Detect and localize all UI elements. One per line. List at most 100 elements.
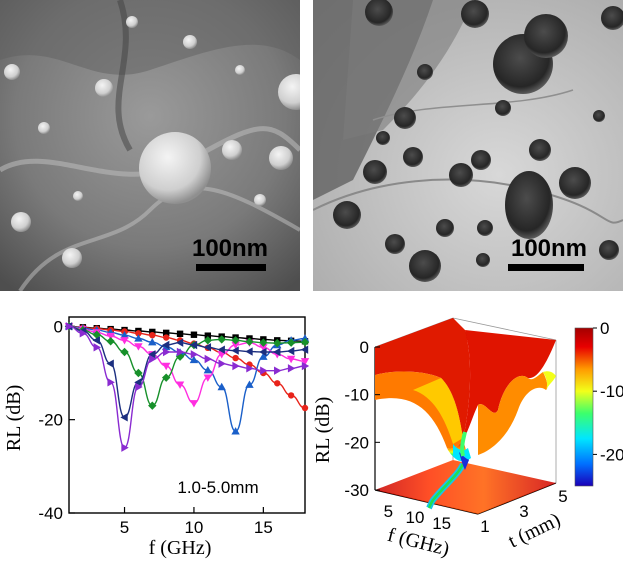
t-axis-label: t (mm): [505, 509, 564, 553]
data-point: [287, 392, 295, 399]
data-point: [120, 331, 129, 339]
f-tick-label: 5: [384, 502, 393, 521]
y-tick-label: 0: [54, 317, 63, 336]
data-point: [274, 366, 282, 375]
data-point: [79, 329, 88, 338]
t-tick-label: 3: [519, 502, 528, 521]
colorbar-tick-label: 0: [600, 319, 609, 338]
colorbar-tick-label: -20: [600, 445, 623, 464]
data-point: [273, 347, 281, 357]
data-point: [189, 340, 198, 350]
data-point: [259, 344, 268, 352]
rl-frequency-svg: 5 10 15 0 -20 -40 RL (dB) f (GHz) 1.0-5.0mm: [3, 316, 310, 559]
data-point: [106, 332, 115, 341]
data-point: [245, 337, 254, 346]
data-point: [203, 366, 213, 374]
data-point: [135, 330, 142, 337]
data-point: [161, 373, 171, 382]
data-point: [260, 366, 268, 375]
t-tick-label: 5: [558, 487, 567, 506]
data-point: [203, 343, 212, 352]
data-point: [273, 338, 282, 348]
data-point: [148, 350, 156, 359]
f-tick-label: 10: [406, 508, 425, 527]
rl-surface-svg: 0-10-20-30 RL (dB) 5 10 15 f (GHz) 135 t (…: [312, 317, 623, 560]
y-tick-label: -40: [38, 504, 63, 523]
data-point: [121, 443, 129, 452]
z-axis-ticks: 0 -10 -20 -30: [344, 338, 380, 500]
axis-ticks: 5 10 15 0 -20 -40: [38, 317, 272, 537]
data-point: [274, 380, 281, 387]
tem-image: 100nm: [312, 0, 623, 291]
data-point: [148, 338, 157, 346]
data-point: [259, 338, 268, 347]
tem-nanoparticles: [333, 0, 623, 282]
contour-floor: [375, 460, 556, 514]
data-point: [301, 404, 309, 412]
data-point: [231, 346, 239, 355]
data-point: [106, 337, 115, 346]
sem-micrograph: 100nm: [0, 0, 314, 293]
t-tick-label: 1: [480, 517, 489, 536]
data-point: [135, 382, 143, 392]
data-point: [92, 330, 101, 339]
data-point: [286, 346, 295, 356]
sem-image: 100nm: [0, 0, 314, 293]
data-point: [190, 331, 198, 338]
t-axis-ticks: 1 3 5: [480, 487, 567, 536]
data-point: [175, 381, 185, 389]
data-point: [287, 364, 296, 373]
sem-scale-bar: [196, 264, 266, 271]
data-point: [217, 345, 225, 354]
data-point: [162, 347, 171, 357]
data-point: [245, 347, 253, 356]
thickness-annotation: 1.0-5.0mm: [177, 478, 258, 497]
data-point: [120, 347, 129, 357]
y-tick-label: -20: [38, 411, 63, 430]
tem-scale-label: 100nm: [511, 235, 587, 262]
data-point: [65, 322, 74, 331]
data-point: [300, 334, 310, 342]
data-point: [231, 341, 240, 350]
data-point: [203, 374, 213, 382]
data-point: [149, 354, 157, 364]
data-point: [162, 329, 170, 337]
series-7: [65, 322, 310, 452]
z-tick-label: -30: [344, 481, 369, 500]
tem-micrograph: 100nm: [312, 0, 623, 291]
data-point: [300, 358, 310, 366]
data-point: [149, 328, 156, 336]
series-6: [64, 322, 309, 422]
data-point: [134, 368, 143, 378]
data-point: [92, 336, 100, 345]
data-point: [149, 332, 156, 339]
colorbar: [574, 327, 594, 487]
data-point: [106, 359, 114, 368]
tem-scale-bar: [508, 264, 584, 271]
rl-surface: [375, 318, 556, 470]
data-point: [259, 352, 268, 360]
data-point: [246, 364, 254, 373]
x-tick-label: 15: [254, 518, 273, 537]
data-point: [245, 380, 254, 388]
data-point: [231, 427, 240, 435]
z-axis-label: RL (dB): [313, 397, 334, 463]
x-axis-label: f (GHz): [149, 537, 212, 559]
data-point: [120, 413, 128, 422]
data-point: [259, 347, 267, 357]
data-point: [232, 354, 239, 362]
sem-scale-label: 100nm: [192, 235, 268, 262]
data-point: [190, 350, 199, 359]
f-axis-ticks: 5 10 15: [384, 502, 452, 533]
data-point: [93, 343, 101, 352]
data-point: [161, 340, 170, 350]
f-tick-label: 15: [432, 514, 451, 533]
data-point: [176, 347, 185, 357]
data-point: [162, 334, 170, 341]
data-point: [231, 336, 240, 345]
data-point: [134, 343, 143, 351]
z-tick-label: 0: [360, 338, 369, 357]
data-point: [134, 334, 143, 342]
colorbar-ticks: 0 -10 -20: [593, 319, 623, 464]
